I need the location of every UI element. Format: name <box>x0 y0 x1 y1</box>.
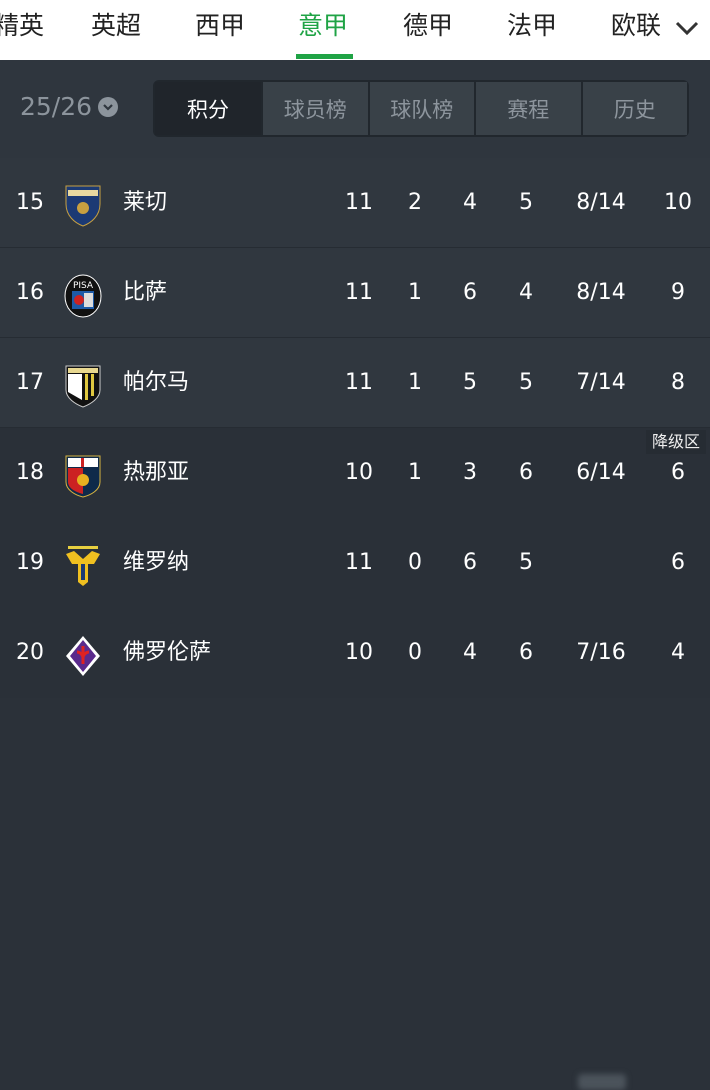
team-logo: PISA <box>64 274 102 318</box>
rank: 17 <box>16 370 44 395</box>
stat-d: 3 <box>463 460 477 485</box>
chevron-down-icon <box>675 21 699 36</box>
stat-pts: 8 <box>671 370 685 395</box>
stat-goals: 7/16 <box>576 640 626 665</box>
team-name: 比萨 <box>123 280 168 305</box>
team-logo <box>64 544 102 588</box>
stat-l: 5 <box>519 370 533 395</box>
stat-goals: 6/14 <box>576 460 626 485</box>
season-label: 25/26 <box>20 92 93 121</box>
stat-p: 11 <box>345 190 373 215</box>
stat-w: 2 <box>408 190 422 215</box>
team-name: 佛罗伦萨 <box>123 640 212 665</box>
stat-d: 5 <box>463 370 477 395</box>
segment-standings[interactable]: 积分 <box>155 82 261 135</box>
stat-goals: 8/14 <box>576 190 626 215</box>
team-logo <box>64 454 102 498</box>
team-logo <box>64 364 102 408</box>
stat-goals: 8/14 <box>576 280 626 305</box>
stat-l: 6 <box>519 460 533 485</box>
tab-league[interactable]: 德甲 <box>403 11 454 40</box>
rank: 20 <box>16 640 44 665</box>
stat-pts: 6 <box>671 460 685 485</box>
stat-l: 5 <box>519 550 533 575</box>
stat-p: 11 <box>345 550 373 575</box>
table-row[interactable]: 17 帕尔马 11 1 5 5 7/14 8 <box>0 338 710 428</box>
stat-pts: 6 <box>671 550 685 575</box>
stat-pts: 9 <box>671 280 685 305</box>
svg-text:PISA: PISA <box>73 281 94 291</box>
team-name: 热那亚 <box>123 460 190 485</box>
stat-d: 4 <box>463 640 477 665</box>
stat-p: 11 <box>345 370 373 395</box>
rank: 15 <box>16 190 44 215</box>
tab-league[interactable]: 法甲 <box>507 11 558 40</box>
segment-history[interactable]: 历史 <box>582 82 687 135</box>
stat-l: 5 <box>519 190 533 215</box>
stat-d: 4 <box>463 190 477 215</box>
table-row[interactable]: 15 莱切 11 2 4 5 8/14 10 <box>0 158 710 248</box>
tab-league[interactable]: 西甲 <box>195 11 246 40</box>
stat-d: 6 <box>463 280 477 305</box>
rank: 18 <box>16 460 44 485</box>
tab-league[interactable]: 欧联 <box>611 11 662 40</box>
league-tabs: 精英 英超 西甲 意甲 德甲 法甲 欧联 <box>0 0 710 60</box>
stat-w: 0 <box>408 550 422 575</box>
stat-w: 0 <box>408 640 422 665</box>
active-tab-indicator <box>296 54 353 59</box>
stat-l: 6 <box>519 640 533 665</box>
tab-league[interactable]: 精英 <box>0 11 45 40</box>
relegation-zone-label: 降级区 <box>646 430 707 454</box>
stat-p: 11 <box>345 280 373 305</box>
stat-p: 10 <box>345 460 373 485</box>
table-row[interactable]: 16 PISA 比萨 11 1 6 4 8/14 9 <box>0 248 710 338</box>
chevron-down-icon <box>98 96 119 117</box>
team-name: 维罗纳 <box>123 550 190 575</box>
segment-schedule[interactable]: 赛程 <box>476 82 581 135</box>
stat-d: 6 <box>463 550 477 575</box>
stat-w: 1 <box>408 370 422 395</box>
stat-l: 4 <box>519 280 533 305</box>
team-logo <box>64 634 102 678</box>
table-row[interactable]: 19 维罗纳 11 0 6 5 6 <box>0 518 710 1090</box>
stat-goals: 7/14 <box>576 370 626 395</box>
table-row[interactable]: 20 佛罗伦萨 10 0 4 6 7/16 4 <box>0 608 710 698</box>
stat-p: 10 <box>345 640 373 665</box>
toolbar: 25/26 积分 球员榜 球队榜 赛程 历史 <box>0 60 710 158</box>
stat-pts: 4 <box>671 640 685 665</box>
stat-pts: 10 <box>664 190 692 215</box>
tab-league-active[interactable]: 意甲 <box>298 11 349 40</box>
table-row[interactable]: 18 热那亚 10 1 3 6 6/14 6 <box>0 428 710 518</box>
segment-team-rank[interactable]: 球队榜 <box>369 82 474 135</box>
team-name: 莱切 <box>123 190 168 215</box>
tab-league[interactable]: 英超 <box>91 11 142 40</box>
season-selector[interactable]: 25/26 <box>20 92 119 121</box>
team-logo <box>64 184 102 228</box>
stat-w: 1 <box>408 280 422 305</box>
segmented-control: 积分 球员榜 球队榜 赛程 历史 <box>153 80 689 137</box>
stat-w: 1 <box>408 460 422 485</box>
more-leagues-button[interactable] <box>664 0 710 56</box>
rank: 19 <box>16 550 44 575</box>
blurred-goals <box>578 1074 626 1090</box>
team-name: 帕尔马 <box>123 370 190 395</box>
rank: 16 <box>16 280 44 305</box>
segment-player-rank[interactable]: 球员榜 <box>263 82 368 135</box>
